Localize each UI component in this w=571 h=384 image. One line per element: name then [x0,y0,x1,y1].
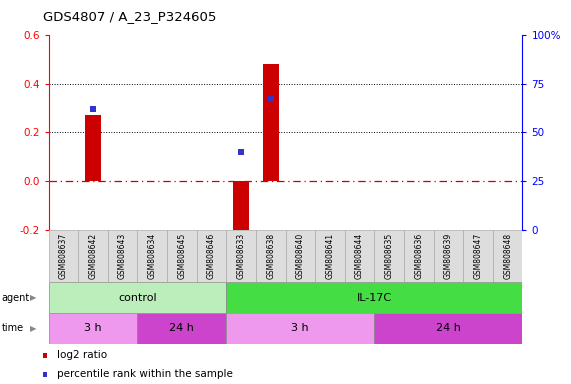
Text: 24 h: 24 h [436,323,461,333]
Bar [167,230,196,282]
Text: GSM808647: GSM808647 [473,233,482,280]
Text: 24 h: 24 h [170,323,194,333]
Bar [463,230,493,282]
Bar [375,313,522,344]
Bar [108,230,138,282]
Text: GSM808639: GSM808639 [444,233,453,280]
Text: control: control [118,293,156,303]
Bar [404,230,433,282]
Bar [256,230,286,282]
Text: GSM808640: GSM808640 [296,233,305,280]
Bar [49,313,138,344]
Text: 3 h: 3 h [84,323,102,333]
Text: GSM808634: GSM808634 [148,233,156,280]
Text: GSM808643: GSM808643 [118,233,127,280]
Bar [345,230,375,282]
Text: GSM808638: GSM808638 [266,233,275,280]
Text: ▶: ▶ [30,293,36,302]
Text: 3 h: 3 h [292,323,309,333]
Text: time: time [2,323,24,333]
Bar [85,115,101,182]
Text: GSM808636: GSM808636 [415,233,423,280]
Bar [49,282,226,313]
Bar [138,313,226,344]
Bar [138,230,167,282]
Bar [233,182,249,243]
Text: log2 ratio: log2 ratio [57,350,107,360]
Bar [196,230,226,282]
Text: GSM808642: GSM808642 [89,233,98,280]
Text: agent: agent [2,293,30,303]
Bar [226,313,375,344]
Text: GSM808635: GSM808635 [385,233,393,280]
Bar [433,230,463,282]
Bar [78,230,108,282]
Text: ▶: ▶ [30,324,36,333]
Text: GDS4807 / A_23_P324605: GDS4807 / A_23_P324605 [43,10,216,23]
Text: GSM808633: GSM808633 [236,233,246,280]
Bar [493,230,522,282]
Bar [49,230,78,282]
Bar [375,230,404,282]
Bar [226,282,522,313]
Point [89,106,98,112]
Text: GSM808637: GSM808637 [59,233,68,280]
Point [266,96,275,102]
Text: percentile rank within the sample: percentile rank within the sample [57,369,233,379]
Bar [263,64,279,182]
Point [236,149,246,155]
Bar [286,230,315,282]
Text: GSM808648: GSM808648 [503,233,512,280]
Text: GSM808644: GSM808644 [355,233,364,280]
Bar [315,230,345,282]
Bar [226,230,256,282]
Text: IL-17C: IL-17C [357,293,392,303]
Text: GSM808646: GSM808646 [207,233,216,280]
Text: GSM808641: GSM808641 [325,233,335,280]
Text: GSM808645: GSM808645 [178,233,186,280]
